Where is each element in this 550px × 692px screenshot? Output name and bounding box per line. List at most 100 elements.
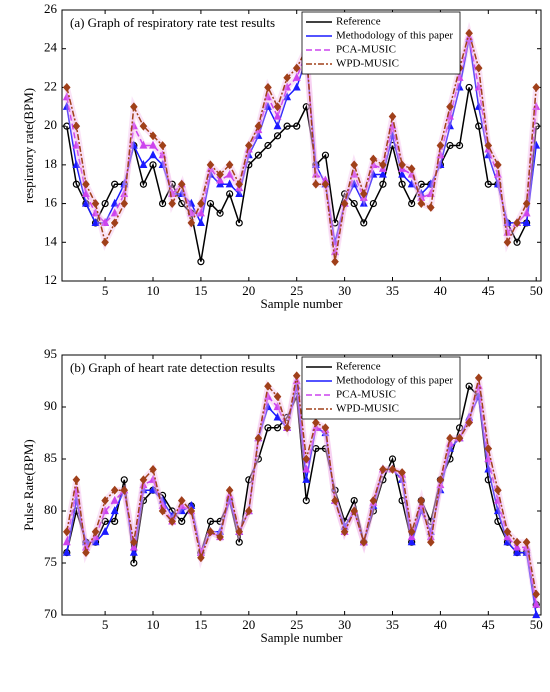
point: [302, 103, 310, 111]
point: [321, 151, 330, 159]
point: [120, 199, 129, 208]
point: [484, 464, 493, 473]
point: [446, 121, 454, 130]
legend-label: PCA-MUSIC: [336, 44, 396, 56]
point: [120, 476, 128, 484]
point: [235, 219, 243, 227]
point: [178, 517, 186, 526]
point: [101, 218, 110, 227]
x-axis-label: Sample number: [261, 630, 344, 645]
point: [62, 527, 71, 537]
point: [388, 130, 397, 139]
point: [350, 199, 358, 208]
x-tick-label: 35: [386, 283, 399, 298]
point: [436, 160, 445, 168]
point: [82, 548, 90, 558]
point: [292, 72, 301, 81]
point: [72, 180, 80, 188]
point: [139, 160, 148, 168]
point: [72, 475, 81, 485]
point: [273, 121, 282, 130]
point: [398, 160, 406, 170]
point: [494, 485, 502, 495]
point: [427, 203, 435, 212]
point: [225, 179, 234, 188]
point: [187, 218, 196, 228]
point: [111, 180, 119, 188]
point: [235, 538, 243, 546]
point: [273, 424, 282, 432]
point: [120, 485, 129, 495]
point: [177, 496, 186, 506]
y-tick-label: 14: [44, 233, 58, 248]
point: [273, 132, 282, 140]
point: [245, 506, 253, 516]
legend-label: Reference: [336, 361, 381, 373]
point: [130, 102, 138, 112]
x-tick-label: 20: [242, 283, 255, 298]
point: [532, 599, 541, 608]
point: [197, 199, 205, 208]
point: [407, 537, 416, 546]
point: [312, 418, 320, 428]
point: [407, 164, 416, 174]
point: [129, 140, 138, 149]
x-tick-label: 50: [530, 283, 543, 298]
point: [81, 189, 90, 197]
point: [292, 371, 301, 381]
point: [407, 527, 416, 537]
point: [149, 150, 157, 159]
point: [302, 454, 311, 464]
point: [311, 422, 320, 431]
point: [62, 547, 71, 556]
point: [398, 468, 406, 477]
point: [62, 537, 71, 546]
point: [206, 199, 215, 208]
point: [484, 141, 493, 150]
point: [168, 199, 176, 208]
x-tick-label: 5: [102, 283, 109, 298]
point: [436, 475, 445, 485]
point: [110, 208, 119, 217]
point: [235, 179, 244, 189]
point: [503, 527, 512, 537]
point: [254, 121, 263, 131]
point: [513, 537, 521, 547]
y-tick-label: 20: [44, 117, 57, 132]
point: [436, 141, 445, 150]
point: [360, 219, 368, 227]
point: [522, 537, 531, 547]
x-tick-label: 35: [386, 617, 399, 632]
point: [177, 189, 186, 197]
point: [264, 381, 272, 391]
point: [130, 559, 138, 567]
point: [177, 179, 186, 189]
point: [321, 423, 330, 433]
point: [196, 218, 205, 227]
point: [264, 141, 272, 150]
point: [321, 179, 330, 189]
point: [101, 517, 109, 526]
x-tick-label: 40: [434, 617, 447, 632]
point: [455, 141, 464, 150]
point: [245, 141, 253, 150]
point: [532, 140, 541, 149]
legend-label: Methodology of this paper: [336, 30, 453, 42]
y-tick-label: 18: [44, 156, 57, 171]
point: [484, 454, 493, 463]
point: [494, 160, 502, 170]
legend-label: Reference: [336, 16, 381, 28]
point: [388, 455, 397, 463]
point: [493, 506, 502, 515]
point: [513, 547, 522, 556]
point: [254, 151, 262, 159]
point: [91, 218, 100, 227]
point: [522, 208, 531, 217]
point: [293, 122, 301, 130]
point: [340, 527, 349, 537]
point: [283, 423, 291, 433]
point: [158, 199, 167, 208]
point: [62, 83, 71, 92]
point: [254, 433, 263, 443]
